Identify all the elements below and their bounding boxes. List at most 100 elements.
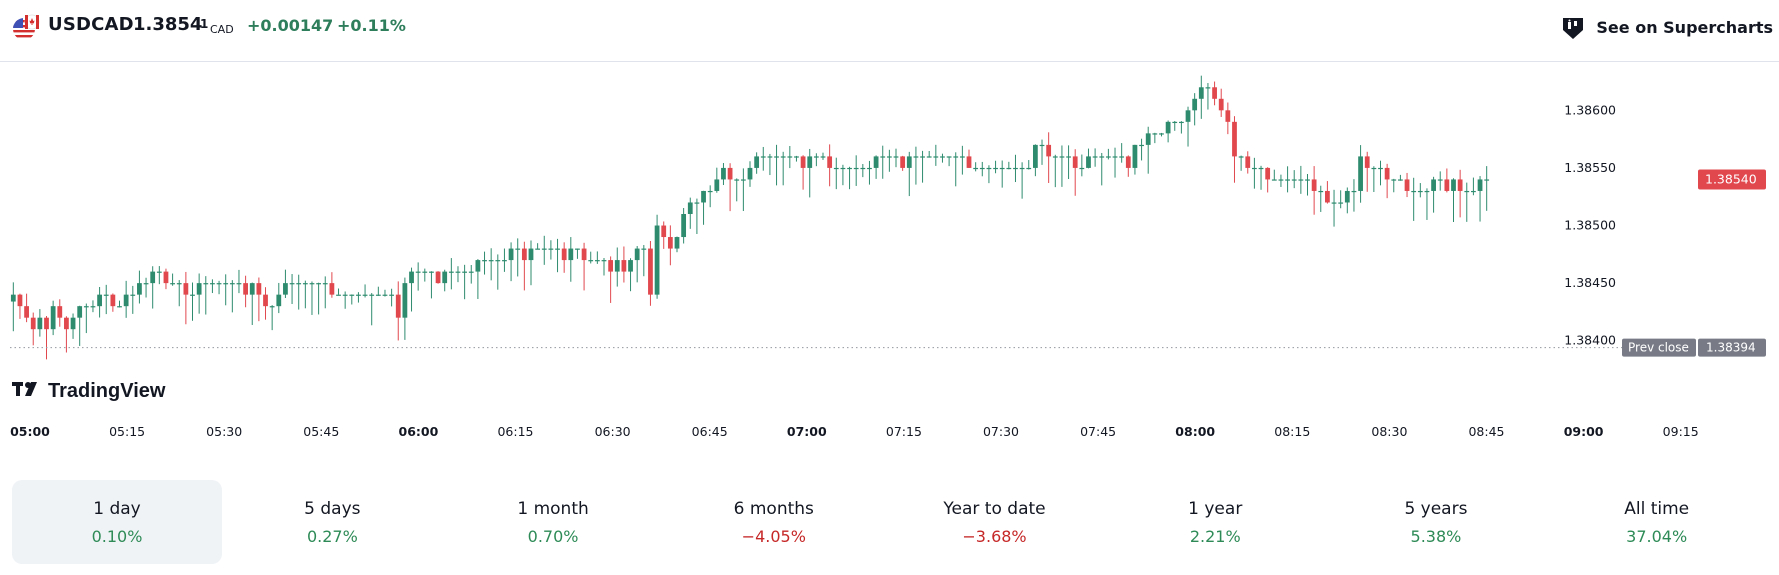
candle-body <box>1371 167 1377 170</box>
usd-cad-flag-icon <box>13 14 40 40</box>
candle-body <box>701 190 706 203</box>
candle-body <box>395 294 401 318</box>
period-6-months[interactable]: 6 months −4.05% <box>663 480 884 564</box>
period-1-day[interactable]: 1 day 0.10% <box>12 480 222 564</box>
time-axis-label: 09:15 <box>1663 424 1699 439</box>
candle-body <box>156 271 162 273</box>
time-axis-label: 05:15 <box>109 424 145 439</box>
candle-body <box>674 237 680 249</box>
candle-body <box>1265 167 1271 180</box>
price-change-percent: +0.11% <box>337 16 406 35</box>
see-on-supercharts-button[interactable]: See on Supercharts <box>1558 10 1773 44</box>
candle-body <box>1278 179 1284 181</box>
candle-body <box>316 283 321 285</box>
candle-body <box>263 294 268 307</box>
period-5-years[interactable]: 5 years 5.38% <box>1326 480 1547 564</box>
candle-body <box>342 294 348 296</box>
period-value: 37.04% <box>1626 526 1688 546</box>
time-axis[interactable]: 05:00 05:15 05:30 05:45 06:00 06:15 06:30 06:45… <box>10 424 1699 439</box>
candle-body <box>1072 156 1078 168</box>
symbol-name[interactable]: USDCAD <box>48 14 134 35</box>
candle-body <box>979 167 985 170</box>
candle-body <box>555 248 560 250</box>
candle-body <box>462 271 468 273</box>
candle-body <box>1318 190 1324 193</box>
candle-body <box>959 156 965 158</box>
candle-body <box>375 294 381 296</box>
candle-body <box>767 156 773 158</box>
candle-body <box>1026 167 1032 170</box>
candle-body <box>920 156 925 158</box>
period-label: 1 day <box>93 498 141 519</box>
candle-body <box>774 156 779 158</box>
candle-body <box>389 294 395 296</box>
candle-body <box>475 260 481 272</box>
period-5-days[interactable]: 5 days 0.27% <box>222 480 443 564</box>
supercharts-label: See on Supercharts <box>1596 17 1773 37</box>
period-label: Year to date <box>943 498 1046 519</box>
candle-body <box>1245 156 1251 168</box>
time-axis-label: 07:30 <box>983 424 1019 439</box>
candle-body <box>488 260 494 262</box>
candle-body <box>382 294 388 296</box>
candle-body <box>409 271 414 284</box>
period-year-to-date[interactable]: Year to date −3.68% <box>884 480 1105 564</box>
candle-body <box>1079 167 1085 170</box>
candle-body <box>953 156 959 158</box>
candle-body <box>64 317 69 330</box>
candle-body <box>847 167 852 170</box>
candle-body <box>1298 179 1304 181</box>
candle-body <box>1032 144 1038 168</box>
candle-body <box>123 294 129 307</box>
candle-body <box>1046 144 1052 157</box>
time-axis-label: 07:45 <box>1080 424 1116 439</box>
candle-body <box>548 248 554 250</box>
candle-body <box>495 260 501 262</box>
period-1-month[interactable]: 1 month 0.70% <box>443 480 664 564</box>
prev-close-text: Prev close <box>1628 341 1689 355</box>
candle-body <box>117 306 122 308</box>
price-axis[interactable]: 1.38600 1.38550 1.38500 1.38450 1.38400 <box>1564 102 1616 347</box>
price-axis-label: 1.38500 <box>1564 218 1616 233</box>
candle-body <box>1099 156 1105 158</box>
candle-body <box>329 283 335 295</box>
candle-body <box>880 156 886 158</box>
time-axis-label: 07:15 <box>886 424 922 439</box>
candle-body <box>77 306 83 318</box>
candle-body <box>508 248 514 261</box>
candle-body <box>973 167 979 170</box>
candle-body <box>1165 121 1171 134</box>
period-1-year[interactable]: 1 year 2.21% <box>1105 480 1326 564</box>
candle-body <box>448 271 454 273</box>
candle-body <box>1066 156 1071 158</box>
price-chart[interactable]: 1.38600 1.38550 1.38500 1.38450 1.38400 05:0… <box>0 62 1779 442</box>
candle-body <box>999 167 1005 170</box>
candle-body <box>747 167 753 180</box>
candle-body <box>628 260 633 272</box>
candle-body <box>1417 190 1423 193</box>
candle-body <box>276 294 282 307</box>
candle-body <box>621 260 627 272</box>
period-value: 5.38% <box>1410 526 1462 546</box>
candle-body <box>1052 156 1058 158</box>
period-all-time[interactable]: All time 37.04% <box>1546 480 1767 564</box>
last-price-value: 1.38540 <box>1705 171 1757 186</box>
candle-body <box>681 214 687 238</box>
candle-body <box>1059 156 1065 158</box>
candle-body <box>1119 156 1125 158</box>
tradingview-logo[interactable]: TradingView <box>12 380 166 402</box>
candle-body <box>415 271 421 273</box>
time-axis-label: 05:00 <box>10 424 50 439</box>
period-value: −3.68% <box>962 526 1027 546</box>
candle-body <box>740 179 746 181</box>
time-axis-label: 08:15 <box>1274 424 1310 439</box>
candle-body <box>1086 156 1091 168</box>
time-axis-label: 09:00 <box>1564 424 1604 439</box>
candle-body <box>502 260 507 262</box>
time-axis-label: 08:45 <box>1468 424 1504 439</box>
candle-body <box>853 167 859 170</box>
candle-body <box>183 283 189 295</box>
candle-body <box>541 248 547 250</box>
candle-body <box>588 260 594 262</box>
period-value: 2.21% <box>1189 526 1241 546</box>
